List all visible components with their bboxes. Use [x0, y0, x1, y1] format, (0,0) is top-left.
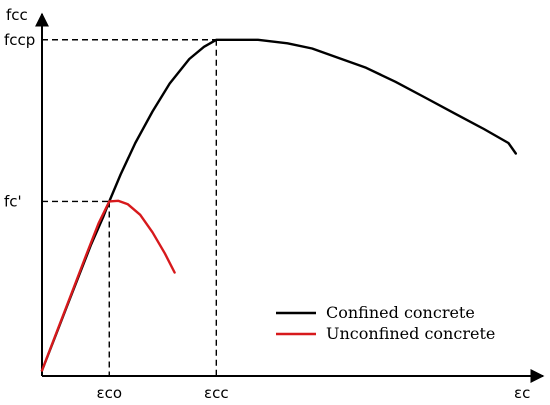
y-tick-label-0: fccp	[4, 31, 35, 49]
legend-label-confined: Confined concrete	[326, 303, 475, 322]
reference-lines	[42, 39, 218, 376]
y-tick-label-1: fc'	[4, 192, 22, 210]
x-tick-label-1: εcc	[204, 384, 229, 402]
y-axis-label: fcc	[6, 6, 28, 24]
x-axis-label: εc	[514, 384, 530, 402]
legend-label-unconfined: Unconfined concrete	[326, 324, 495, 343]
tick-labels: εco εcc fccp fc'	[4, 31, 229, 402]
series-line-unconfined	[40, 199, 176, 372]
legend: Confined concrete Unconfined concrete	[276, 303, 495, 343]
data-series	[40, 38, 517, 372]
x-tick-label-0: εco	[96, 384, 122, 402]
